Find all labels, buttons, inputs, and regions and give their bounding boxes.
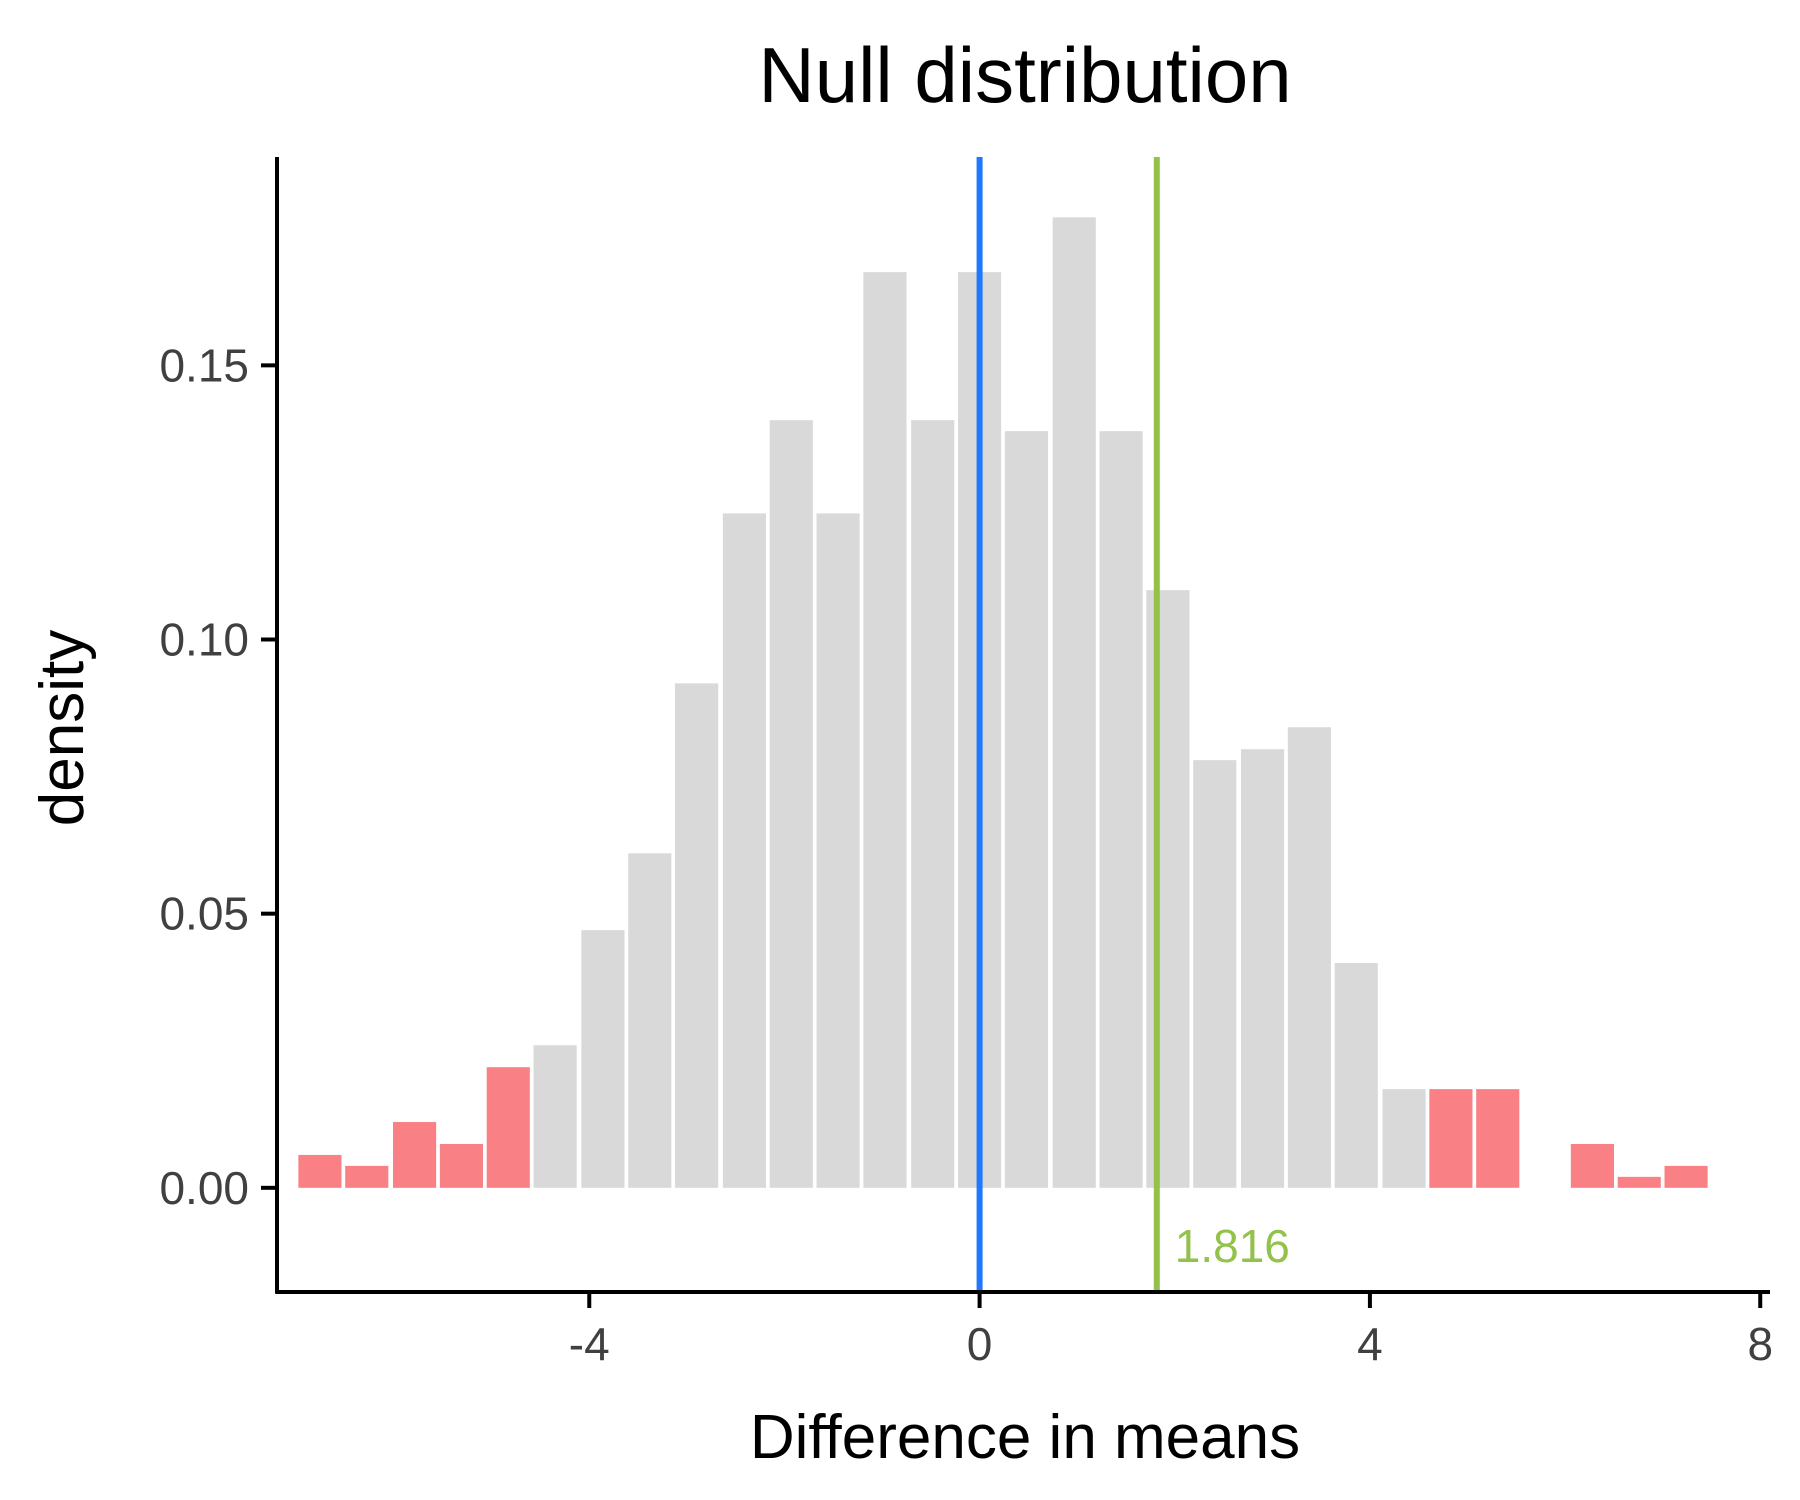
axes-layer: 0.00 0.05 0.10 0.15 -4 0 4 8	[159, 157, 1773, 1370]
chart-title: Null distribution	[758, 31, 1291, 119]
histogram-bar	[581, 930, 625, 1188]
histogram-bar	[1193, 760, 1237, 1188]
observed-statistic-label: 1.816	[1175, 1220, 1290, 1272]
histogram-bar	[675, 683, 719, 1188]
histogram-bar	[1146, 590, 1190, 1188]
y-tick-label: 0.15	[159, 339, 249, 391]
histogram-bar	[1099, 431, 1143, 1188]
histogram-bar-tail	[1617, 1176, 1661, 1188]
x-tick-label: 8	[1747, 1318, 1773, 1370]
histogram-bar	[816, 513, 860, 1188]
x-tick-label: 0	[967, 1318, 993, 1370]
histogram-bar-tail	[439, 1143, 483, 1188]
histogram-bar	[628, 853, 672, 1188]
histogram-bar-tail	[298, 1154, 342, 1188]
histogram-bar	[1334, 963, 1378, 1188]
histogram-bar	[863, 272, 907, 1188]
histogram-bar-tail	[1570, 1143, 1614, 1188]
histogram-bar-tail	[1664, 1165, 1708, 1188]
x-tick-label: -4	[569, 1318, 610, 1370]
reference-lines-layer: 1.816	[976, 157, 1290, 1292]
histogram-bar	[1004, 431, 1048, 1188]
histogram-bar	[1241, 749, 1285, 1188]
histogram-bar	[1382, 1089, 1426, 1188]
x-axis-title: Difference in means	[750, 1403, 1300, 1472]
x-tick-label: 4	[1357, 1318, 1383, 1370]
y-axis-title: density	[28, 630, 97, 826]
histogram-bar	[1052, 217, 1096, 1188]
bars-layer	[298, 217, 1708, 1188]
histogram-bar	[533, 1045, 577, 1188]
histogram-bar-tail	[345, 1165, 389, 1188]
histogram-bar	[722, 513, 766, 1188]
histogram-bar	[911, 420, 955, 1188]
histogram-bar	[1287, 727, 1331, 1188]
histogram-bar-tail	[1429, 1089, 1473, 1188]
histogram-bar	[769, 420, 813, 1188]
y-tick-label: 0.10	[159, 614, 249, 666]
y-tick-label: 0.05	[159, 888, 249, 940]
y-tick-label: 0.00	[159, 1162, 249, 1214]
histogram-bar-tail	[393, 1122, 437, 1188]
histogram-bar-tail	[1476, 1089, 1520, 1188]
histogram-bar-tail	[486, 1067, 530, 1188]
